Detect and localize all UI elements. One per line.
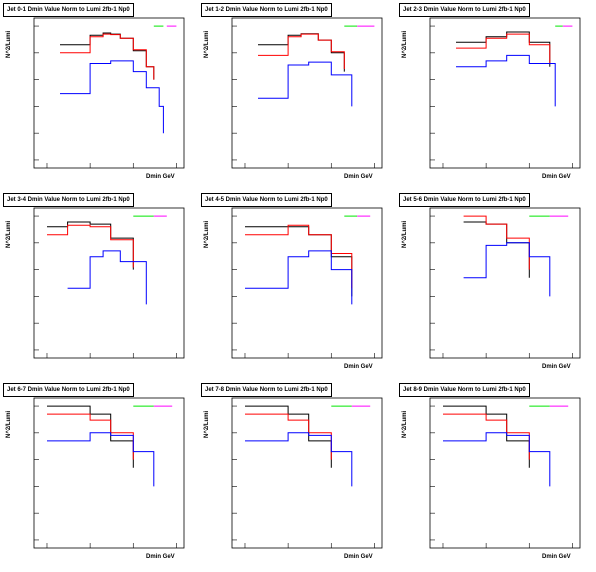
plot-frame xyxy=(33,207,185,359)
series-line xyxy=(67,250,147,305)
series-line xyxy=(245,413,332,460)
chart-title: Jet 0-1 Dmin Value Norm to Lumi 2fb-1 Np… xyxy=(3,3,134,17)
series-line xyxy=(443,413,530,460)
y-axis-label: N^2/Lumi xyxy=(6,410,12,438)
series-line xyxy=(47,413,134,460)
series-line xyxy=(60,60,164,134)
series-line xyxy=(456,33,551,64)
plot-frame xyxy=(231,207,383,359)
plot-svg xyxy=(429,17,581,169)
y-axis-label: N^2/Lumi xyxy=(204,220,210,248)
chart-title: Jet 7-8 Dmin Value Norm to Lumi 2fb-1 Np… xyxy=(201,383,332,397)
plot-svg xyxy=(429,397,581,549)
y-axis-label: N^2/Lumi xyxy=(402,410,408,438)
y-axis-label: N^2/Lumi xyxy=(402,30,408,58)
plot-svg xyxy=(429,207,581,359)
plot-frame xyxy=(429,17,581,169)
chart-panel: Jet 7-8 Dmin Value Norm to Lumi 2fb-1 Np… xyxy=(198,380,396,570)
chart-panel: Jet 0-1 Dmin Value Norm to Lumi 2fb-1 Np… xyxy=(0,0,198,190)
series-line xyxy=(443,432,551,487)
y-axis-label: N^2/Lumi xyxy=(6,30,12,58)
x-axis-label: Dmin GeV xyxy=(542,554,571,560)
series-line xyxy=(258,61,353,107)
series-line xyxy=(456,54,556,107)
plot-svg xyxy=(33,397,185,549)
x-axis-label: Dmin GeV xyxy=(146,554,175,560)
x-axis-label: Dmin GeV xyxy=(542,174,571,180)
plot-svg xyxy=(231,397,383,549)
x-axis-label: Dmin GeV xyxy=(344,554,373,560)
series-line xyxy=(245,432,353,487)
x-axis-label: Dmin GeV xyxy=(344,364,373,370)
chart-title: Jet 5-6 Dmin Value Norm to Lumi 2fb-1 Np… xyxy=(399,193,530,207)
chart-panel: Jet 2-3 Dmin Value Norm to Lumi 2fb-1 Np… xyxy=(396,0,594,190)
plot-frame xyxy=(231,397,383,549)
chart-title: Jet 3-4 Dmin Value Norm to Lumi 2fb-1 Np… xyxy=(3,193,134,207)
plot-svg xyxy=(33,17,185,169)
series-line xyxy=(245,250,353,305)
chart-panel: Jet 5-6 Dmin Value Norm to Lumi 2fb-1 Np… xyxy=(396,190,594,380)
chart-title: Jet 8-9 Dmin Value Norm to Lumi 2fb-1 Np… xyxy=(399,383,530,397)
x-axis-label: Dmin GeV xyxy=(146,174,175,180)
chart-title: Jet 1-2 Dmin Value Norm to Lumi 2fb-1 Np… xyxy=(201,3,332,17)
chart-panel: Jet 4-5 Dmin Value Norm to Lumi 2fb-1 Np… xyxy=(198,190,396,380)
chart-panel: Jet 3-4 Dmin Value Norm to Lumi 2fb-1 Np… xyxy=(0,190,198,380)
series-line xyxy=(463,215,530,270)
plot-svg xyxy=(33,207,185,359)
series-line xyxy=(258,33,345,69)
series-line xyxy=(245,224,353,289)
y-axis-label: N^2/Lumi xyxy=(204,410,210,438)
chart-title: Jet 2-3 Dmin Value Norm to Lumi 2fb-1 Np… xyxy=(399,3,530,17)
plot-svg xyxy=(231,17,383,169)
series-line xyxy=(47,432,155,487)
y-axis-label: N^2/Lumi xyxy=(204,30,210,58)
plot-frame xyxy=(33,397,185,549)
series-line xyxy=(60,33,155,80)
x-axis-label: Dmin GeV xyxy=(344,174,373,180)
chart-title: Jet 6-7 Dmin Value Norm to Lumi 2fb-1 Np… xyxy=(3,383,134,397)
x-axis-label: Dmin GeV xyxy=(542,364,571,370)
series-line xyxy=(47,224,134,268)
chart-panel: Jet 1-2 Dmin Value Norm to Lumi 2fb-1 Np… xyxy=(198,0,396,190)
plot-frame xyxy=(429,397,581,549)
chart-title: Jet 4-5 Dmin Value Norm to Lumi 2fb-1 Np… xyxy=(201,193,332,207)
y-axis-label: N^2/Lumi xyxy=(6,220,12,248)
plot-frame xyxy=(231,17,383,169)
plot-svg xyxy=(231,207,383,359)
chart-panel: Jet 6-7 Dmin Value Norm to Lumi 2fb-1 Np… xyxy=(0,380,198,570)
series-line xyxy=(463,242,551,297)
plot-frame xyxy=(429,207,581,359)
plot-frame xyxy=(33,17,185,169)
y-axis-label: N^2/Lumi xyxy=(402,220,408,248)
chart-panel: Jet 8-9 Dmin Value Norm to Lumi 2fb-1 Np… xyxy=(396,380,594,570)
